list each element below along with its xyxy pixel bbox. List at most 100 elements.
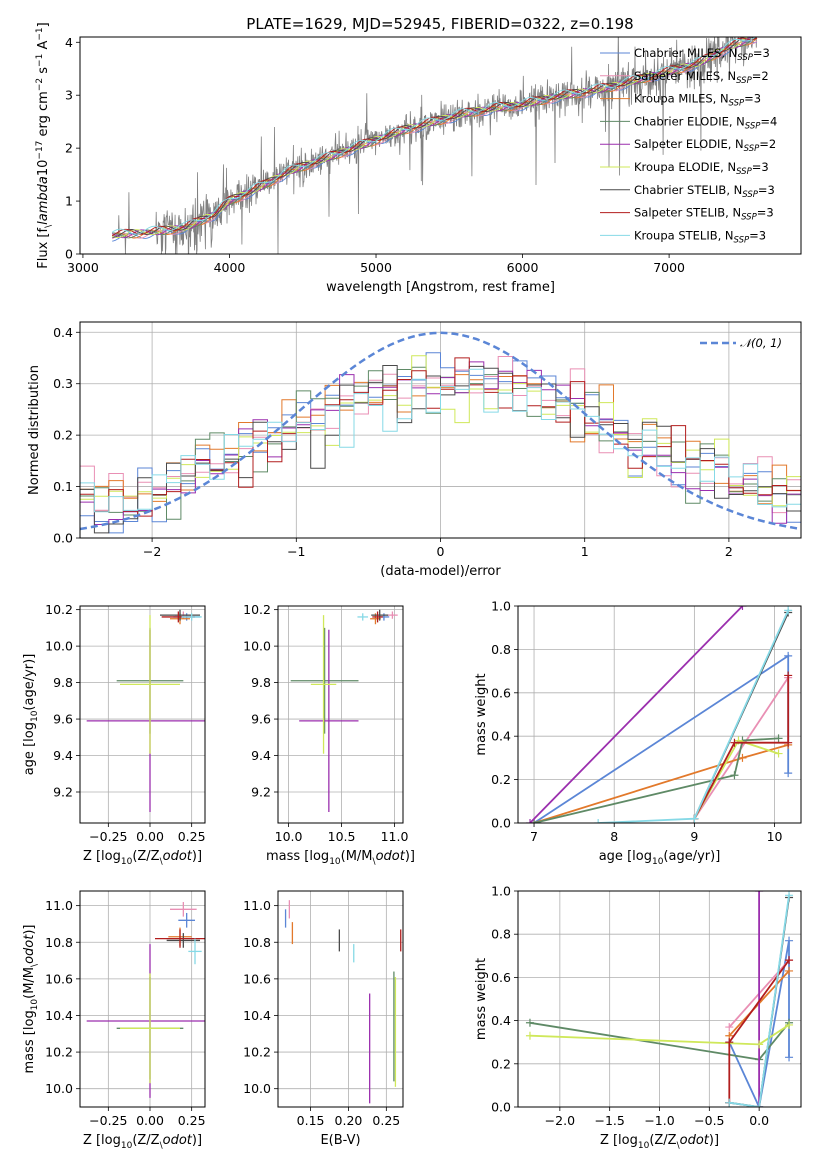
x-tick-label: 8	[610, 829, 618, 844]
error-bar-point	[387, 611, 398, 619]
y-tick-label: 10.0	[45, 1081, 73, 1096]
panel-residual-hist: −2 −1 0 1 2 0.0 0.1 0.2 0.3 0.4 (data-model)/error…	[27, 321, 802, 579]
y-tick-label: 10.6	[45, 971, 73, 986]
legend-entry: Chabrier STELIB, NSSP=3	[634, 183, 775, 200]
panel-weight-vs-age: 7 8 9 10 0.0 0.2 0.4 0.6 0.8 1.0 age [log10(age/yr…	[474, 599, 802, 867]
weight-marker	[594, 819, 603, 823]
residual-histogram	[80, 365, 801, 534]
error-bar-point	[160, 609, 200, 621]
x-axis-label: Z [log10(Z/Z\odot)]	[83, 1133, 202, 1151]
weight-marker	[784, 671, 793, 680]
panel-age-vs-z: −0.25 0.00 0.25 9.2 9.4 9.6 9.8 10.0 10.2 Z [log1…	[22, 602, 206, 867]
axes-frame	[277, 890, 404, 1108]
x-tick-label: 11.0	[381, 829, 409, 844]
y-tick-label: 2	[65, 141, 73, 156]
y-tick-label: 10.2	[45, 1045, 73, 1060]
panel-age-vs-mass: 10.0 10.5 11.0 9.2 9.4 9.6 9.8 10.0 10.2 mass [lo…	[243, 602, 415, 867]
plot-area-spectrum	[111, 37, 758, 254]
error-bar-point	[120, 615, 180, 754]
axes-frame	[79, 321, 802, 539]
weight-marker	[785, 936, 794, 945]
legend-entry: Kroupa MILES, NSSP=3	[634, 92, 761, 109]
weight-series-line	[529, 606, 744, 823]
x-tick-label: 7	[530, 829, 538, 844]
error-bar-point	[290, 627, 359, 734]
x-tick-label: 0.25	[372, 1113, 400, 1128]
error-bar-point	[372, 611, 383, 623]
legend-entry: Chabrier MILES, NSSP=3	[634, 46, 770, 63]
plot-area-weight-vs-age	[526, 606, 793, 823]
weight-marker	[784, 738, 793, 747]
error-bar-point	[155, 929, 205, 948]
weight-marker	[784, 651, 793, 660]
x-tick-label: 2	[725, 544, 733, 559]
y-axis-label: Normed distribution	[27, 365, 42, 495]
weight-marker	[725, 1098, 734, 1107]
y-tick-label: 0.4	[491, 1013, 511, 1028]
x-tick-label: 0.25	[178, 1113, 206, 1128]
y-tick-label: 0.8	[491, 642, 511, 657]
y-tick-label: 9.8	[53, 675, 73, 690]
y-tick-label: 9.2	[53, 785, 73, 800]
x-tick-label: −1.0	[644, 1113, 674, 1128]
weight-series-line	[728, 940, 790, 1107]
x-tick-label: 0.0	[749, 1113, 769, 1128]
axes-frame	[79, 605, 206, 824]
x-tick-label: −0.25	[89, 1113, 127, 1128]
x-tick-label: 5000	[360, 260, 392, 275]
legend-entry: Salpeter STELIB, NSSP=3	[634, 206, 774, 223]
x-tick-label: 0.00	[136, 1113, 164, 1128]
axes-frame	[277, 605, 404, 824]
x-axis-label: (data-model)/error	[380, 564, 501, 579]
error-bar-point	[178, 912, 195, 928]
weight-series-line	[533, 737, 779, 823]
y-tick-label: 10.4	[243, 1008, 271, 1023]
y-tick-label: 11.0	[45, 898, 73, 913]
weight-marker	[785, 1020, 794, 1029]
weight-marker	[785, 891, 794, 900]
x-tick-label: 7000	[653, 260, 685, 275]
plot-area-residual-hist	[80, 331, 801, 534]
x-axis-label: mass [log10(M/M\odot)]	[266, 849, 415, 867]
weight-marker	[730, 771, 739, 780]
y-tick-label: 0.6	[491, 970, 511, 985]
x-tick-label: 10.0	[275, 829, 303, 844]
model-spectrum-line	[112, 37, 749, 238]
weight-series-line	[729, 895, 790, 1107]
y-tick-label: 11.0	[243, 898, 271, 913]
plot-area-mass-vs-ebv	[284, 900, 402, 1104]
error-bar-point	[181, 613, 202, 621]
y-tick-label: 10.6	[243, 971, 271, 986]
x-tick-label: 0.00	[136, 829, 164, 844]
x-tick-label: 6000	[507, 260, 539, 275]
x-tick-label: −2	[143, 544, 161, 559]
weight-marker	[690, 814, 699, 823]
error-bar-point	[371, 609, 389, 621]
weight-marker	[785, 966, 794, 975]
x-tick-label: 10	[767, 829, 783, 844]
legend-entry: Salpeter ELODIE, NSSP=2	[634, 137, 776, 154]
weight-marker	[738, 753, 747, 762]
panel-mass-vs-ebv: 0.15 0.20 0.25 10.0 10.2 10.4 10.6 10.8 11.0 E(B-…	[243, 890, 404, 1148]
y-tick-label: 10.8	[243, 935, 271, 950]
y-tick-label: 10.2	[243, 1045, 271, 1060]
x-tick-label: 0	[437, 544, 445, 559]
y-tick-label: 0.1	[53, 479, 73, 494]
panel-weight-vs-z: −2.0 −1.5 −1.0 −0.5 0.0 0.0 0.2 0.4 0.6 0.8 1.0 Z […	[474, 884, 802, 1151]
y-tick-label: 9.6	[53, 712, 73, 727]
y-tick-label: 0.0	[491, 816, 511, 831]
weight-marker	[730, 738, 739, 747]
weight-marker	[785, 1053, 794, 1062]
x-tick-label: −1	[287, 544, 305, 559]
x-tick-label: 3000	[67, 260, 99, 275]
plot-area-mass-vs-z	[86, 901, 205, 1098]
x-tick-label: 0.20	[335, 1113, 363, 1128]
y-tick-label: 9.6	[251, 712, 271, 727]
plot-area-age-vs-z	[86, 609, 205, 813]
legend-entry: Salpeter MILES, NSSP=2	[634, 69, 769, 86]
axes-frame	[517, 890, 802, 1108]
y-tick-label: 0.2	[491, 772, 511, 787]
panel-mass-vs-z: −0.25 0.00 0.25 10.0 10.2 10.4 10.6 10.8 11.0 Z […	[22, 890, 206, 1151]
weight-marker	[525, 1031, 534, 1040]
